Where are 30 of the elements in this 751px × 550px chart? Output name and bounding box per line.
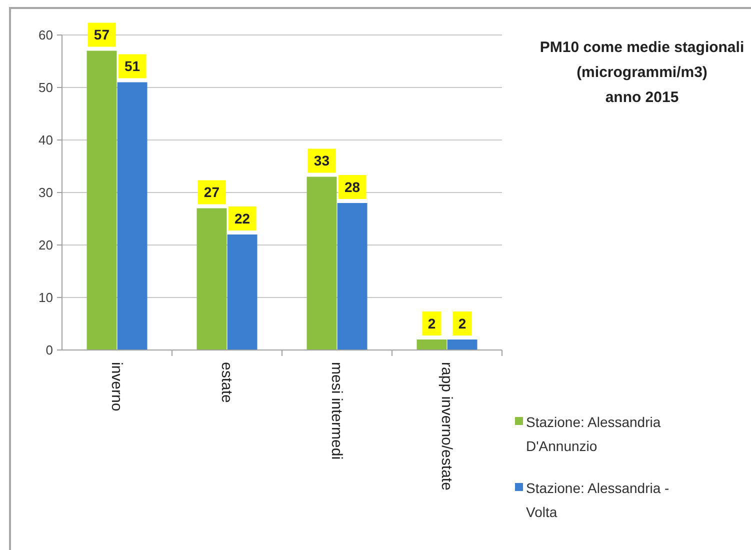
y-tick-label: 40 <box>38 132 53 148</box>
data-label: 51 <box>124 58 140 74</box>
data-label: 33 <box>314 152 330 169</box>
bar <box>306 176 337 350</box>
bar <box>447 340 478 350</box>
data-label: 2 <box>458 315 466 332</box>
y-tick-label: 50 <box>38 80 53 96</box>
x-tick-label: mesi intermedi <box>328 362 345 460</box>
legend-label: Stazione: Alessandria D'Annunzio <box>526 414 661 454</box>
y-tick-label: 60 <box>38 28 53 43</box>
y-tick-label: 10 <box>38 290 53 306</box>
y-tick-label: 0 <box>46 342 53 358</box>
x-tick-label: rapp inverno/estate <box>438 362 455 490</box>
bar <box>416 340 447 350</box>
bar <box>117 82 148 350</box>
data-label: 28 <box>344 178 360 195</box>
bar <box>196 208 227 350</box>
bar <box>86 50 117 350</box>
y-tick-label: 30 <box>38 185 53 200</box>
x-tick-label: inverno <box>108 362 125 412</box>
data-label: 27 <box>204 184 220 200</box>
bar <box>337 203 368 350</box>
x-tick-label: estate <box>218 362 235 403</box>
legend-label: Stazione: Alessandria - Volta <box>526 480 670 520</box>
y-tick-label: 20 <box>38 238 53 253</box>
data-label: 57 <box>94 26 110 43</box>
data-label: 22 <box>234 210 250 226</box>
bar <box>227 234 258 350</box>
text: PM10 come medie stagionali (microgrammi/m3) anno 2015 <box>540 39 744 106</box>
data-label: 2 <box>428 315 436 332</box>
